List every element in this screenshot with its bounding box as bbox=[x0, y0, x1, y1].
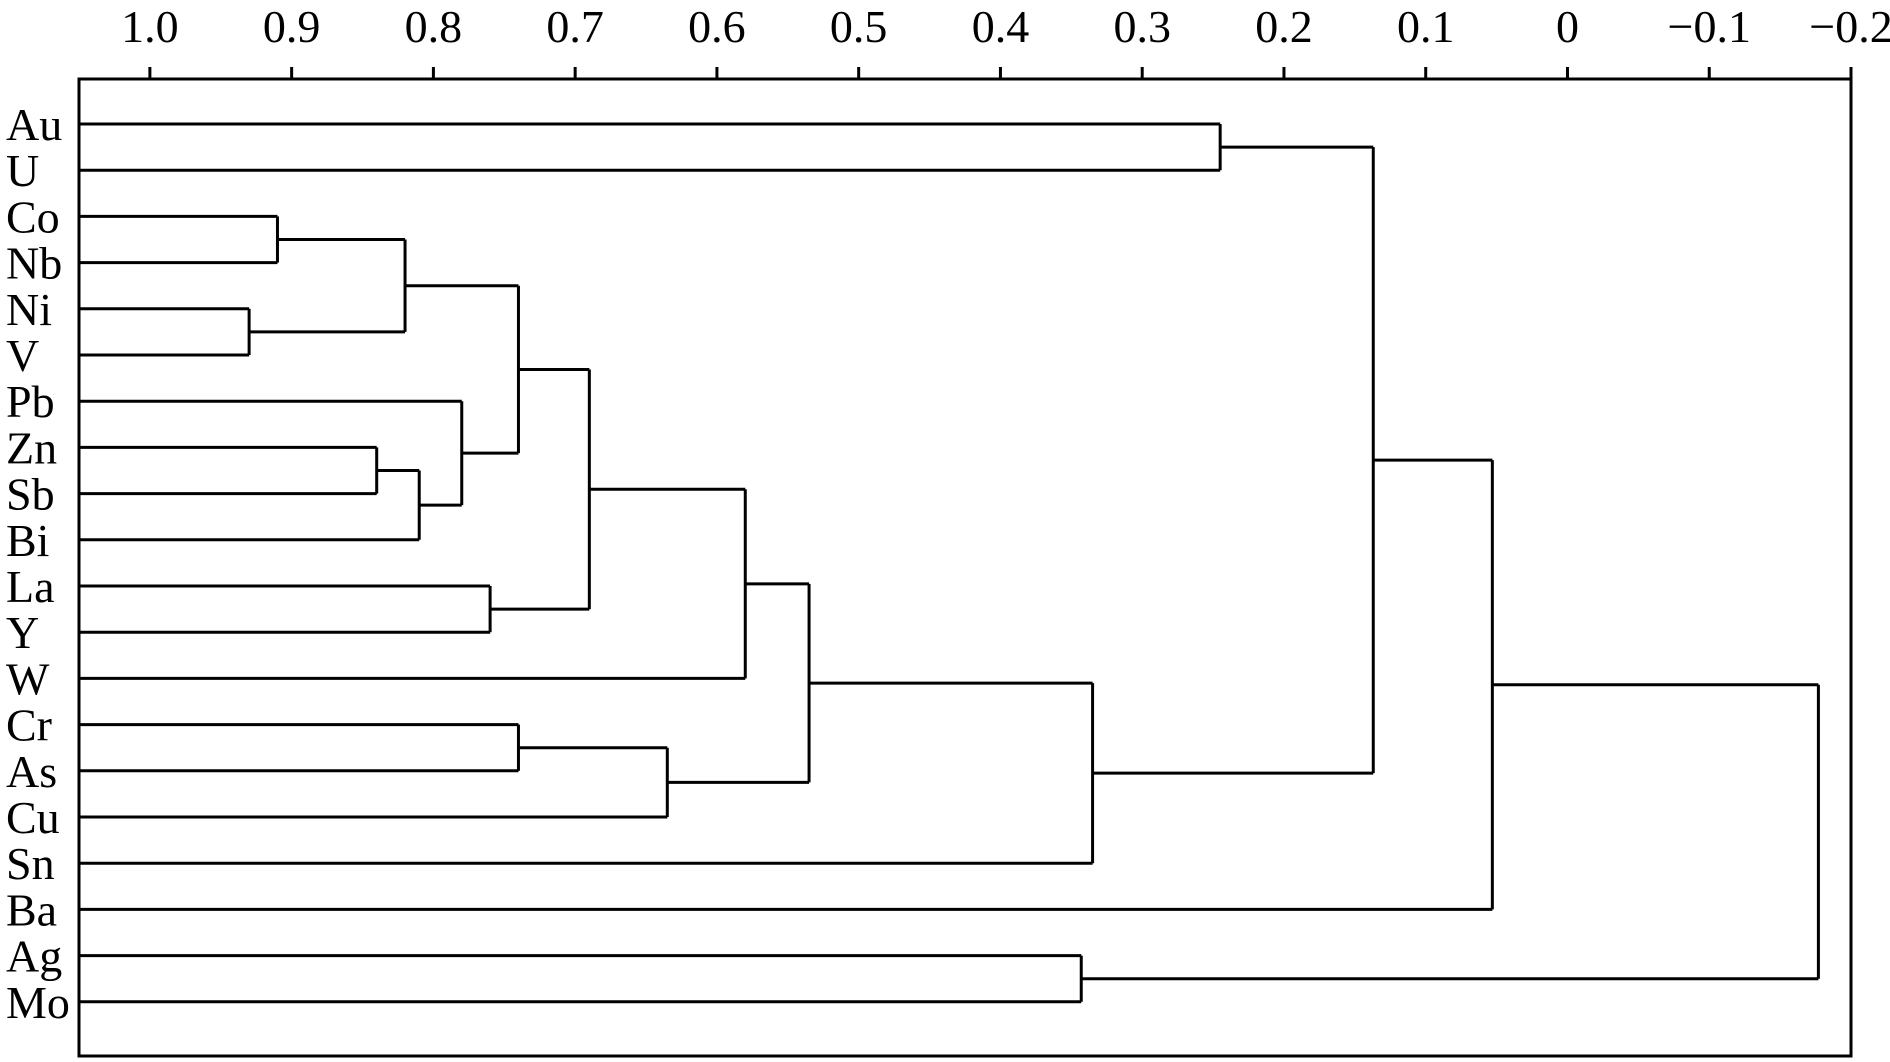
leaf-label: La bbox=[6, 561, 55, 612]
axis-tick-label: 0.7 bbox=[546, 1, 604, 52]
axis-tick-label: 0.1 bbox=[1397, 1, 1455, 52]
leaf-label: Y bbox=[6, 607, 39, 658]
leaf-label: Co bbox=[6, 191, 60, 242]
axis-tick-label: −0.2 bbox=[1809, 1, 1890, 52]
leaf-label: U bbox=[6, 145, 39, 196]
leaf-label: W bbox=[6, 653, 50, 704]
leaf-label: Sb bbox=[6, 469, 55, 520]
plot-frame bbox=[77, 77, 1853, 1058]
leaf-label: Ba bbox=[6, 884, 57, 935]
leaf-label: As bbox=[6, 746, 57, 797]
leaf-label: Ag bbox=[6, 931, 62, 982]
axis-ticks: 1.0 0.9 0.8 0.7 0.6 0.5 0.4 0.3 0.2 0.1 0 −0.1 −0.2 bbox=[121, 1, 1890, 79]
axis-tick-label: 0.2 bbox=[1255, 1, 1313, 52]
axis-tick-label: 0 bbox=[1556, 1, 1579, 52]
leaf-label: Cr bbox=[6, 700, 52, 751]
leaf-label: Zn bbox=[6, 422, 57, 473]
leaf-label: Cu bbox=[6, 792, 60, 843]
leaf-label: Sn bbox=[6, 838, 55, 889]
leaf-label: Nb bbox=[6, 238, 62, 289]
axis-tick-label: 0.8 bbox=[405, 1, 463, 52]
leaf-label: Au bbox=[6, 99, 62, 150]
axis-tick-label: 0.6 bbox=[688, 1, 746, 52]
leaf-label: Mo bbox=[6, 977, 70, 1028]
dendrogram-links bbox=[79, 122, 1820, 1004]
leaf-label: V bbox=[6, 330, 39, 381]
leaf-label: Ni bbox=[6, 284, 52, 335]
axis-tick-label: 0.5 bbox=[830, 1, 888, 52]
leaf-label: Bi bbox=[6, 515, 49, 566]
leaf-label: Pb bbox=[6, 376, 55, 427]
axis-tick-label: 0.9 bbox=[263, 1, 321, 52]
axis-tick-label: 1.0 bbox=[121, 1, 179, 52]
axis-tick-label: 0.3 bbox=[1113, 1, 1171, 52]
axis-tick-label: −0.1 bbox=[1668, 1, 1751, 52]
axis-tick-label: 0.4 bbox=[972, 1, 1030, 52]
